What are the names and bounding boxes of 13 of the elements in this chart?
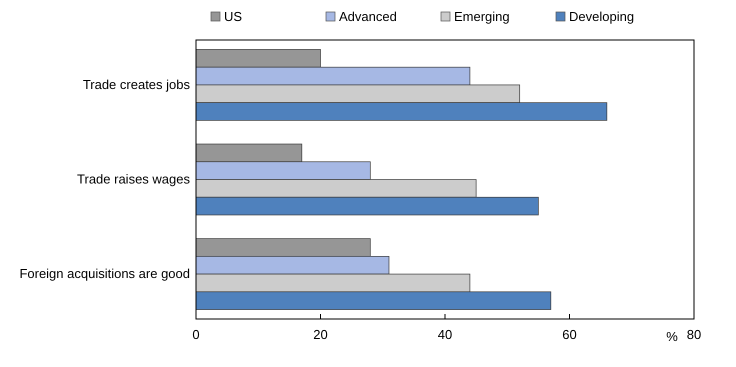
x-axis-title: % xyxy=(666,329,678,344)
legend-label: Developing xyxy=(569,9,634,24)
legend-label: US xyxy=(224,9,242,24)
y-tick-label: Foreign acquisitions are good xyxy=(19,266,190,282)
y-tick-label: Trade raises wages xyxy=(77,172,190,186)
y-tick-label: Trade creates jobs xyxy=(82,76,190,92)
x-tick-label: 20 xyxy=(313,327,328,342)
x-tick-label: 80 xyxy=(686,327,702,342)
legend-label: Emerging xyxy=(454,9,510,24)
legend-label: Advanced xyxy=(339,9,397,24)
x-tick-label: 40 xyxy=(438,327,452,342)
x-tick-label: 60 xyxy=(562,327,577,342)
x-tick-label: 0 xyxy=(192,327,200,342)
